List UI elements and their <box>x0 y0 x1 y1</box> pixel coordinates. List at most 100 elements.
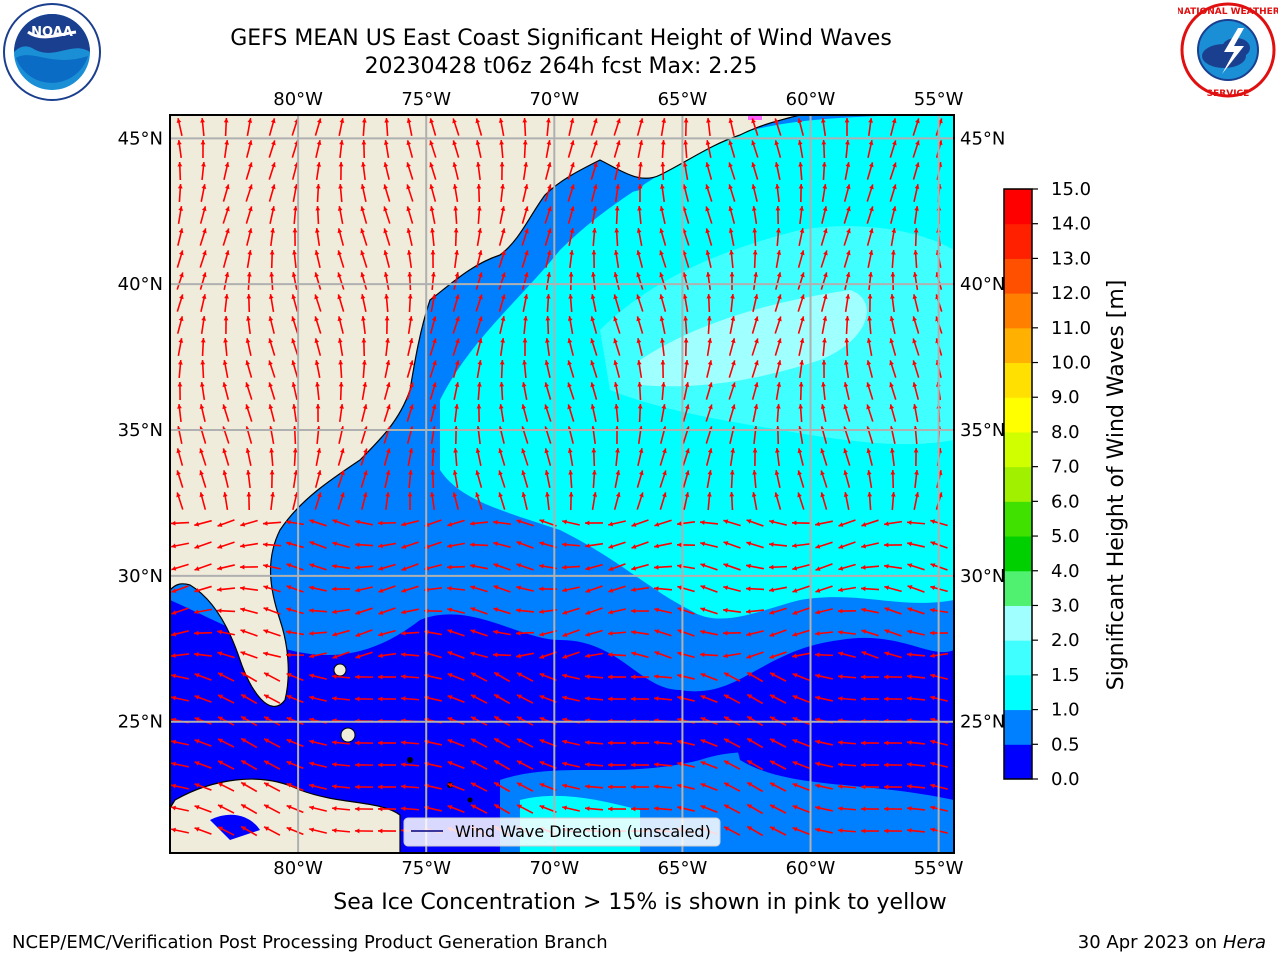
wave-direction-arrow <box>400 784 420 790</box>
wave-direction-arrow <box>447 542 465 549</box>
wave-direction-arrow <box>176 250 184 268</box>
wave-direction-arrow <box>361 381 368 401</box>
wave-direction-arrow <box>308 630 328 636</box>
wave-direction-arrow <box>407 491 413 511</box>
wave-direction-arrow <box>544 228 552 246</box>
wave-direction-arrow <box>470 607 488 615</box>
wave-direction-arrow <box>331 828 351 833</box>
wave-direction-arrow <box>337 250 345 268</box>
wave-direction-arrow <box>860 565 880 570</box>
wave-direction-arrow <box>268 382 276 400</box>
wave-direction-arrow <box>223 162 230 180</box>
wave-direction-arrow <box>914 469 919 489</box>
wave-direction-arrow <box>837 806 857 812</box>
footer-machine: Hera <box>1222 932 1266 953</box>
wave-direction-arrow <box>751 382 759 400</box>
wave-direction-arrow <box>361 161 366 181</box>
wave-direction-arrow <box>499 206 506 224</box>
wave-direction-arrow <box>245 382 253 400</box>
wave-direction-arrow <box>769 826 787 836</box>
wave-direction-arrow <box>400 696 420 702</box>
wave-direction-arrow <box>406 249 413 269</box>
wave-direction-arrow <box>705 228 713 246</box>
wave-direction-arrow <box>377 740 397 746</box>
wave-direction-arrow <box>867 140 874 158</box>
wave-direction-arrow <box>354 542 374 548</box>
wave-direction-arrow <box>700 738 718 748</box>
wave-direction-arrow <box>268 316 275 334</box>
wave-direction-arrow <box>240 825 258 837</box>
wave-direction-arrow <box>677 607 695 615</box>
wave-direction-arrow <box>429 491 436 511</box>
wave-direction-arrow <box>883 784 903 790</box>
wave-direction-arrow <box>799 205 804 225</box>
colorbar-tick-label: 0.5 <box>1051 734 1080 755</box>
wave-direction-arrow <box>860 784 880 790</box>
wave-direction-arrow <box>361 359 367 379</box>
wave-direction-arrow <box>752 469 757 489</box>
wave-direction-arrow <box>820 492 828 510</box>
wave-direction-arrow <box>682 250 690 268</box>
wave-direction-arrow <box>447 739 465 747</box>
wave-direction-arrow <box>729 316 736 334</box>
wave-direction-arrow <box>522 139 528 159</box>
wave-direction-arrow <box>377 806 397 812</box>
wave-direction-arrow <box>912 316 920 334</box>
wave-direction-arrow <box>843 382 850 400</box>
wave-direction-arrow <box>401 541 419 549</box>
wave-direction-arrow <box>912 338 920 356</box>
wave-direction-arrow <box>401 585 419 593</box>
wave-direction-arrow <box>286 738 304 748</box>
wave-direction-arrow <box>797 139 804 159</box>
wave-direction-arrow <box>608 585 626 593</box>
wave-direction-arrow <box>867 491 873 511</box>
svg-text:SERVICE: SERVICE <box>1207 89 1250 99</box>
wave-direction-arrow <box>752 404 759 422</box>
wave-direction-arrow <box>769 672 787 682</box>
wave-direction-arrow <box>476 205 482 225</box>
wave-direction-arrow <box>844 162 851 180</box>
wave-direction-arrow <box>636 338 643 356</box>
wave-direction-arrow <box>884 651 902 659</box>
wave-direction-arrow <box>661 381 666 401</box>
wave-direction-arrow <box>769 629 787 637</box>
wave-direction-arrow <box>775 183 780 203</box>
wave-direction-arrow <box>837 740 857 746</box>
wave-direction-arrow <box>269 249 275 269</box>
wave-direction-arrow <box>493 585 511 593</box>
wave-direction-arrow <box>706 337 713 357</box>
wave-direction-arrow <box>498 470 506 488</box>
wave-direction-arrow <box>677 695 695 702</box>
wave-direction-arrow <box>475 294 483 312</box>
wave-direction-arrow <box>906 674 926 679</box>
wave-direction-arrow <box>584 674 604 679</box>
wave-direction-arrow <box>866 382 874 400</box>
wave-direction-arrow <box>447 607 465 614</box>
wave-direction-arrow <box>314 118 322 136</box>
wave-direction-arrow <box>659 250 667 268</box>
wave-direction-arrow <box>378 629 396 637</box>
wave-direction-arrow <box>729 491 735 511</box>
wave-direction-arrow <box>636 228 643 246</box>
latitude-label: 35°N <box>118 420 163 441</box>
wave-direction-arrow <box>585 607 603 615</box>
colorbar-tick-label: 9.0 <box>1051 387 1080 408</box>
wave-direction-arrow <box>240 671 258 683</box>
wave-direction-arrow <box>584 806 604 811</box>
wave-direction-arrow <box>171 761 189 768</box>
colorbar-segment <box>1004 501 1032 537</box>
wave-direction-arrow <box>861 629 879 637</box>
colorbar-tick-label: 5.0 <box>1051 526 1080 547</box>
wave-direction-arrow <box>630 762 650 768</box>
wave-direction-arrow <box>378 585 396 593</box>
wave-direction-arrow <box>545 315 551 335</box>
wave-direction-arrow <box>636 272 644 290</box>
wave-direction-arrow <box>653 674 673 679</box>
wave-direction-arrow <box>883 828 903 834</box>
wave-direction-arrow <box>309 805 327 812</box>
wave-direction-arrow <box>792 827 810 835</box>
wave-direction-arrow <box>607 631 627 636</box>
wave-direction-arrow <box>683 492 690 510</box>
wave-direction-arrow <box>775 360 782 378</box>
wave-direction-arrow <box>700 607 718 615</box>
